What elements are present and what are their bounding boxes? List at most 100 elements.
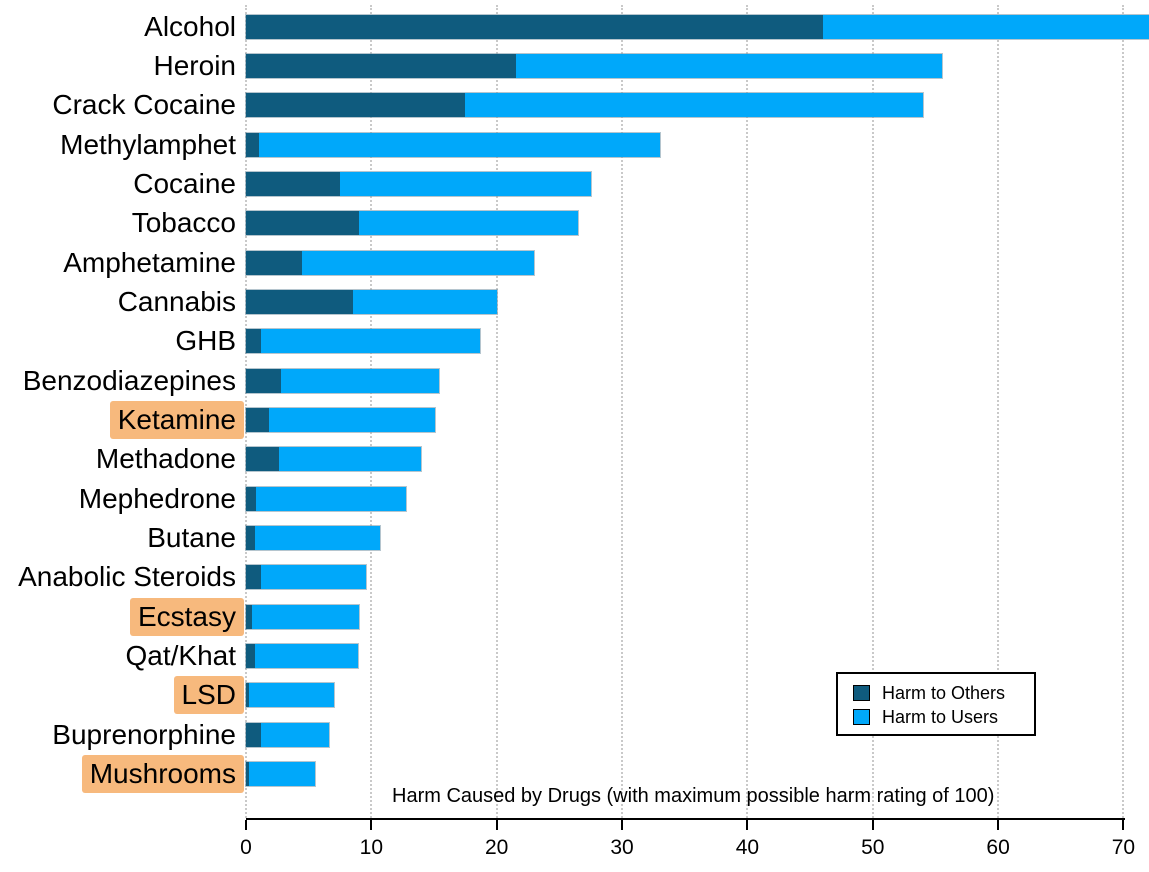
chart-title: Harm Caused by Drugs (with maximum possi… bbox=[392, 785, 995, 807]
bar-row bbox=[246, 250, 535, 275]
harm-to-users-segment bbox=[515, 53, 942, 78]
harm-to-users-segment bbox=[281, 368, 440, 393]
category-label-buprenorphine: Buprenorphine bbox=[44, 716, 244, 754]
bar-row bbox=[246, 329, 481, 354]
category-label-text: Crack Cocaine bbox=[52, 89, 236, 121]
bar-row bbox=[246, 565, 367, 590]
x-tick-label-70: 70 bbox=[1111, 836, 1136, 859]
bar-row bbox=[246, 211, 579, 236]
harm-to-users-segment bbox=[352, 289, 497, 314]
harm-to-others-segment bbox=[246, 53, 516, 78]
bar-row bbox=[246, 93, 923, 118]
bar-row bbox=[246, 683, 334, 708]
bar-row bbox=[246, 132, 660, 157]
gridline-40 bbox=[746, 5, 749, 818]
category-label-qat-khat: Qat/Khat bbox=[117, 637, 244, 675]
harm-to-others-segment bbox=[246, 14, 823, 39]
harm-to-users-segment bbox=[261, 722, 329, 747]
x-tick-0 bbox=[245, 820, 247, 830]
category-label-lsd: LSD bbox=[173, 676, 244, 715]
harm-to-users-segment bbox=[822, 14, 1149, 39]
x-tick-label-40: 40 bbox=[735, 836, 760, 859]
harm-to-users-segment bbox=[261, 565, 367, 590]
category-label-crack-cocaine: Crack Cocaine bbox=[44, 86, 244, 124]
bar-row bbox=[246, 368, 440, 393]
harm-to-others-segment bbox=[246, 368, 282, 393]
x-tick-60 bbox=[997, 820, 1000, 830]
category-label-text: Butane bbox=[147, 521, 236, 553]
x-tick-40 bbox=[746, 820, 749, 830]
bar-row bbox=[246, 407, 436, 432]
legend-label-harm-to-others: Harm to Others bbox=[882, 683, 1006, 703]
x-tick-label-50: 50 bbox=[861, 836, 885, 859]
harm-to-others-segment bbox=[246, 486, 257, 511]
bar-row bbox=[246, 447, 422, 472]
gridline-30 bbox=[621, 5, 624, 818]
category-label-anabolic-steroids: Anabolic Steroids bbox=[10, 558, 244, 596]
harm-to-users-segment bbox=[268, 407, 436, 432]
harm-to-users-segment bbox=[256, 486, 407, 511]
bar-row bbox=[246, 14, 1149, 39]
harm-to-users-segment bbox=[302, 250, 535, 275]
category-label-text: Benzodiazepines bbox=[22, 364, 236, 396]
harm-to-others-segment bbox=[246, 329, 262, 354]
legend-label-harm-to-users: Harm to Users bbox=[882, 707, 999, 727]
harm-to-others-segment bbox=[246, 132, 259, 157]
legend-swatch-harm-to-others bbox=[853, 685, 870, 701]
bar-row bbox=[246, 53, 942, 78]
category-label-ketamine: Ketamine bbox=[109, 400, 244, 439]
bar-row bbox=[246, 171, 591, 196]
x-tick-50 bbox=[871, 820, 874, 830]
bar-row bbox=[246, 643, 358, 668]
category-label-ecstasy: Ecstasy bbox=[129, 597, 244, 636]
category-label-amphetamine: Amphetamine bbox=[55, 244, 244, 282]
harm-to-users-segment bbox=[358, 211, 579, 236]
x-tick-label-20: 20 bbox=[485, 836, 509, 859]
category-label-text-highlighted: LSD bbox=[173, 676, 244, 715]
gridline-70 bbox=[1122, 5, 1125, 818]
category-label-butane: Butane bbox=[139, 519, 244, 557]
category-label-text-highlighted: Ketamine bbox=[109, 400, 244, 439]
harm-to-others-segment bbox=[246, 171, 340, 196]
category-label-alcohol: Alcohol bbox=[136, 8, 244, 46]
harm-to-others-segment bbox=[246, 407, 269, 432]
harm-to-others-segment bbox=[246, 250, 303, 275]
harm-to-others-segment bbox=[246, 525, 255, 550]
harm-to-users-segment bbox=[254, 643, 358, 668]
x-tick-label-30: 30 bbox=[610, 836, 634, 859]
category-label-tobacco: Tobacco bbox=[124, 204, 244, 242]
bar-row bbox=[246, 289, 497, 314]
category-label-text-highlighted: Ecstasy bbox=[129, 597, 244, 636]
harm-to-others-segment bbox=[246, 289, 353, 314]
harm-to-others-segment bbox=[246, 643, 255, 668]
category-label-text: Qat/Khat bbox=[125, 639, 236, 671]
harm-to-others-segment bbox=[246, 565, 262, 590]
category-label-text: Anabolic Steroids bbox=[18, 561, 236, 593]
category-label-cannabis: Cannabis bbox=[110, 283, 244, 321]
category-label-text: Cocaine bbox=[133, 167, 236, 199]
category-label-mephedrone: Mephedrone bbox=[71, 480, 244, 518]
harm-to-users-segment bbox=[248, 683, 334, 708]
category-label-text: Tobacco bbox=[131, 207, 236, 239]
bar-row bbox=[246, 486, 407, 511]
x-axis-line bbox=[246, 818, 1126, 820]
category-label-text: Mephedrone bbox=[78, 482, 236, 514]
harm-to-users-segment bbox=[248, 761, 315, 786]
category-label-methylamphet: Methylamphet bbox=[52, 126, 244, 164]
x-tick-label-10: 10 bbox=[359, 836, 384, 859]
category-label-text: Methadone bbox=[95, 443, 236, 475]
harm-to-users-segment bbox=[340, 171, 591, 196]
harm-to-others-segment bbox=[246, 447, 279, 472]
category-label-text: Methylamphet bbox=[60, 128, 236, 160]
x-tick-10 bbox=[370, 820, 373, 830]
gridline-20 bbox=[495, 5, 498, 818]
harm-to-others-segment bbox=[246, 211, 359, 236]
legend: Harm to Others Harm to Users bbox=[836, 672, 1036, 736]
x-tick-label-60: 60 bbox=[986, 836, 1010, 859]
category-label-ghb: GHB bbox=[167, 322, 244, 360]
category-label-text-highlighted: Mushrooms bbox=[81, 754, 244, 793]
category-label-benzodiazepines: Benzodiazepines bbox=[15, 362, 244, 400]
x-tick-20 bbox=[495, 820, 498, 830]
category-label-text: GHB bbox=[175, 325, 236, 357]
